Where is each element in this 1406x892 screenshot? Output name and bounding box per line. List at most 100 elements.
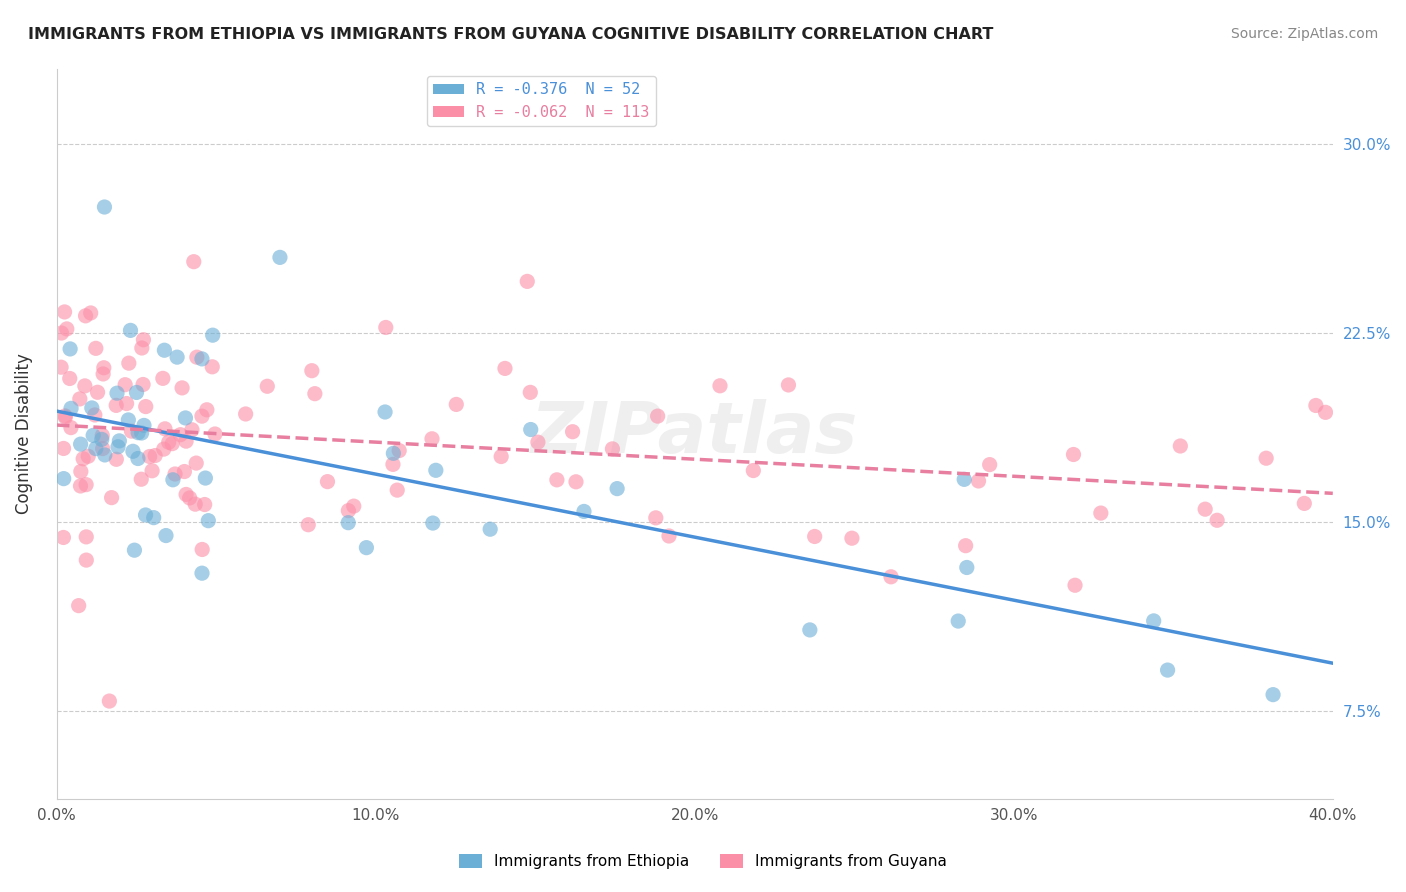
Point (183, 254, 205, 268)
Point (163, 467, 186, 481)
Legend: R = -0.376  N = 52, R = -0.062  N = 113: R = -0.376 N = 52, R = -0.062 N = 113 (427, 76, 655, 126)
Point (316, 475, 339, 489)
Point (67, 599, 90, 613)
Point (105, 398, 128, 412)
Point (53, 409, 76, 423)
Point (174, 434, 197, 449)
Point (52, 531, 75, 545)
Point (174, 411, 197, 425)
Point (60, 401, 83, 416)
Text: Source: ZipAtlas.com: Source: ZipAtlas.com (1230, 27, 1378, 41)
Point (494, 361, 516, 376)
Point (301, 364, 323, 378)
Point (129, 472, 152, 486)
Point (105, 386, 128, 401)
Point (382, 446, 405, 460)
Point (387, 483, 409, 497)
Point (194, 471, 217, 485)
Point (184, 497, 207, 511)
Point (186, 456, 208, 470)
Point (256, 379, 278, 393)
Point (425, 463, 447, 477)
Point (527, 435, 550, 450)
Point (91, 428, 114, 442)
Point (948, 614, 970, 628)
Point (84, 342, 107, 356)
Point (155, 528, 177, 542)
Point (107, 440, 129, 454)
Point (69, 465, 91, 479)
Point (880, 570, 903, 584)
Text: IMMIGRANTS FROM ETHIOPIA VS IMMIGRANTS FROM GUYANA COGNITIVE DISABILITY CORRELAT: IMMIGRANTS FROM ETHIOPIA VS IMMIGRANTS F… (28, 27, 994, 42)
Point (173, 465, 195, 479)
Point (120, 323, 142, 337)
Point (967, 474, 990, 488)
Point (191, 409, 214, 424)
Point (606, 482, 628, 496)
Point (1156, 663, 1178, 677)
Point (91, 367, 114, 381)
Point (356, 541, 378, 555)
Point (152, 371, 174, 385)
Point (803, 529, 825, 543)
Point (374, 320, 396, 334)
Point (979, 458, 1001, 472)
Point (94, 448, 117, 462)
Point (1294, 496, 1316, 510)
Point (115, 396, 138, 410)
Point (1261, 688, 1284, 702)
Point (179, 491, 201, 505)
Point (93, 360, 115, 375)
Point (73, 379, 96, 393)
Point (114, 377, 136, 392)
Point (337, 503, 360, 517)
Point (381, 458, 404, 472)
Point (1305, 399, 1327, 413)
Point (157, 435, 180, 450)
Point (201, 328, 224, 343)
Point (143, 449, 166, 463)
Point (127, 451, 149, 466)
Point (420, 432, 443, 446)
Point (195, 402, 218, 417)
Point (90, 433, 112, 447)
Point (52, 442, 75, 456)
Point (93, 200, 115, 214)
Point (1143, 614, 1166, 628)
Point (197, 514, 219, 528)
Point (565, 475, 588, 489)
Point (80, 401, 103, 415)
Text: ZIPatlas: ZIPatlas (531, 399, 859, 468)
Point (172, 381, 194, 395)
Point (374, 405, 396, 419)
Point (53, 410, 76, 425)
Point (69, 392, 91, 406)
Point (52, 472, 75, 486)
Point (953, 472, 976, 486)
Point (181, 423, 204, 437)
Point (118, 356, 141, 370)
Point (778, 378, 800, 392)
Point (82, 428, 104, 442)
Point (132, 333, 155, 347)
Point (1064, 578, 1087, 592)
Point (72, 451, 94, 466)
Point (135, 508, 157, 522)
Point (561, 425, 583, 439)
Point (69, 437, 91, 451)
Point (117, 413, 139, 427)
Point (132, 377, 155, 392)
Point (1168, 439, 1191, 453)
Point (955, 539, 977, 553)
Point (100, 491, 122, 505)
Point (135, 400, 157, 414)
Point (446, 397, 468, 411)
Point (153, 422, 176, 436)
Point (304, 386, 326, 401)
Point (59, 420, 82, 434)
Point (132, 418, 155, 433)
Point (546, 473, 568, 487)
Point (84, 442, 107, 456)
Point (343, 499, 366, 513)
Point (153, 343, 176, 358)
